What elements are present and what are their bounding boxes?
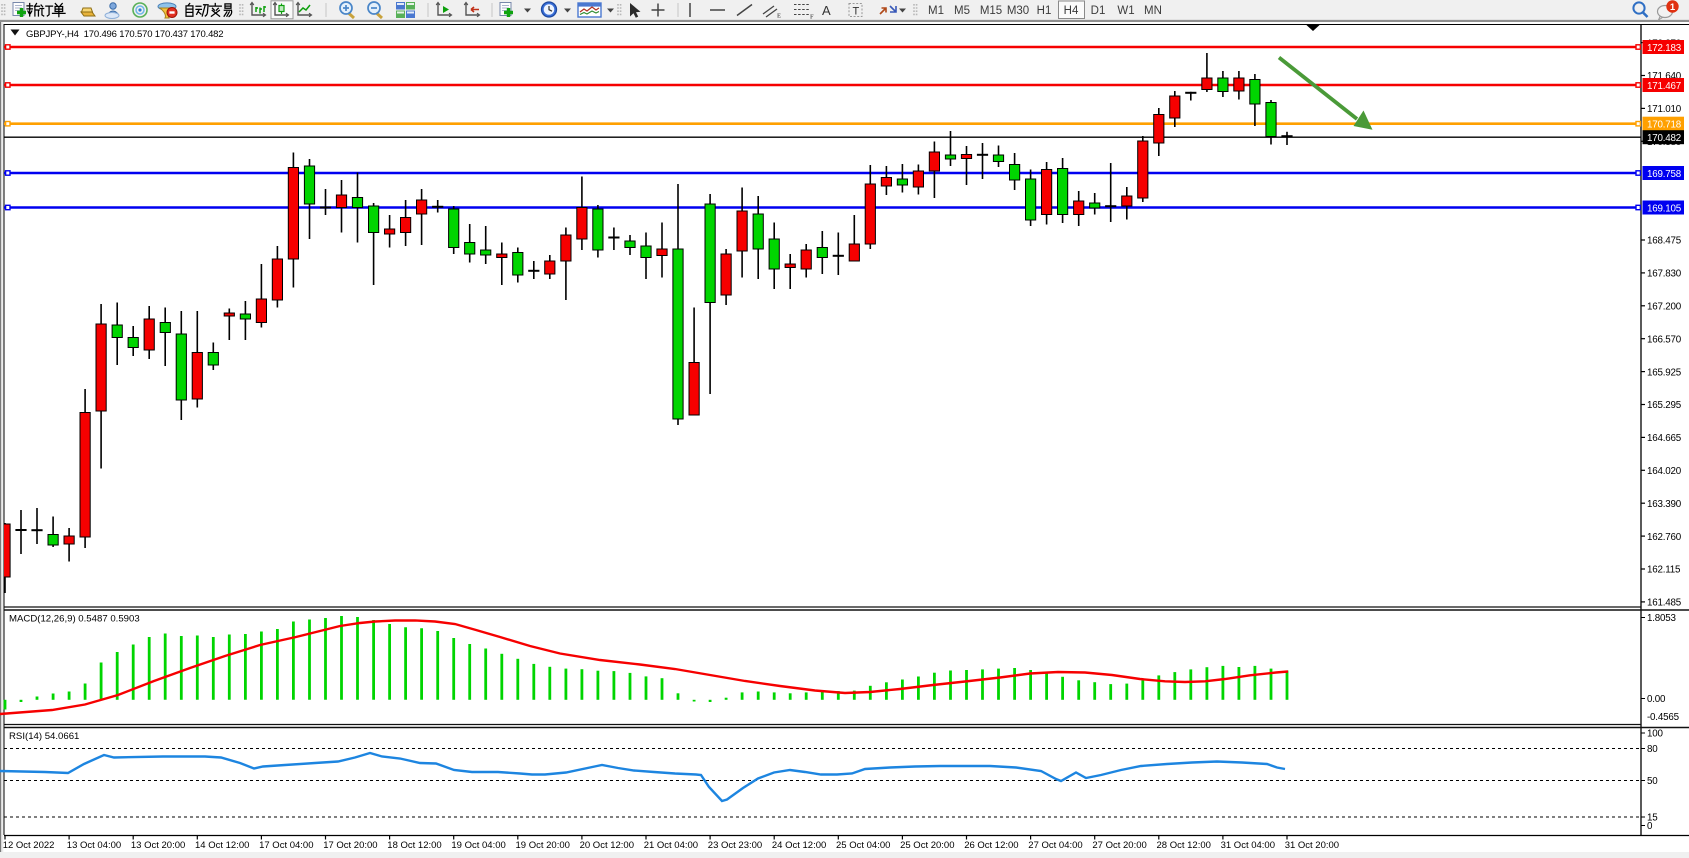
svg-text:21 Oct 04:00: 21 Oct 04:00 [644, 840, 698, 851]
svg-text:170.718: 170.718 [1647, 120, 1682, 131]
svg-text:0: 0 [1647, 821, 1653, 832]
svg-text:12 Oct 2022: 12 Oct 2022 [3, 840, 55, 851]
svg-text:163.390: 163.390 [1647, 499, 1682, 510]
svg-text:172.183: 172.183 [1647, 43, 1682, 54]
svg-text:162.115: 162.115 [1647, 565, 1681, 576]
svg-text:161.485: 161.485 [1647, 598, 1682, 609]
svg-text:23 Oct 23:00: 23 Oct 23:00 [708, 840, 762, 851]
svg-text:17 Oct 20:00: 17 Oct 20:00 [323, 840, 377, 851]
svg-text:24 Oct 12:00: 24 Oct 12:00 [772, 840, 826, 851]
svg-text:W1: W1 [1117, 5, 1134, 17]
svg-text:-0.4565: -0.4565 [1647, 712, 1680, 723]
svg-text:M5: M5 [954, 5, 970, 17]
svg-text:13 Oct 04:00: 13 Oct 04:00 [67, 840, 121, 851]
svg-text:50: 50 [1647, 776, 1658, 787]
svg-text:167.200: 167.200 [1647, 302, 1682, 313]
svg-text:19 Oct 20:00: 19 Oct 20:00 [516, 840, 570, 851]
svg-text:171.467: 171.467 [1647, 81, 1681, 92]
svg-text:17 Oct 04:00: 17 Oct 04:00 [259, 840, 313, 851]
svg-text:E: E [777, 13, 781, 20]
svg-text:162.760: 162.760 [1647, 532, 1682, 543]
svg-text:MN: MN [1144, 5, 1162, 17]
svg-text:F: F [810, 14, 814, 21]
svg-text:H1: H1 [1037, 5, 1052, 17]
svg-text:GBPJPY-,H4 170.496 170.570 17: GBPJPY-,H4 170.496 170.570 170.437 170.4… [26, 29, 223, 40]
svg-text:MACD(12,26,9) 0.5487 0.5903: MACD(12,26,9) 0.5487 0.5903 [9, 614, 140, 625]
svg-text:169.105: 169.105 [1647, 203, 1682, 214]
svg-text:25 Oct 04:00: 25 Oct 04:00 [836, 840, 890, 851]
svg-text:80: 80 [1647, 744, 1658, 755]
svg-text:166.570: 166.570 [1647, 334, 1682, 345]
svg-text:18 Oct 12:00: 18 Oct 12:00 [387, 840, 441, 851]
svg-text:M15: M15 [980, 5, 1002, 17]
svg-text:31 Oct 20:00: 31 Oct 20:00 [1285, 840, 1339, 851]
svg-text:165.295: 165.295 [1647, 400, 1682, 411]
svg-text:1.8053: 1.8053 [1647, 613, 1677, 624]
svg-text:13 Oct 20:00: 13 Oct 20:00 [131, 840, 185, 851]
svg-text:27 Oct 04:00: 27 Oct 04:00 [1028, 840, 1082, 851]
svg-text:165.925: 165.925 [1647, 367, 1682, 378]
svg-text:RSI(14) 54.0661: RSI(14) 54.0661 [9, 731, 79, 742]
svg-text:168.475: 168.475 [1647, 236, 1682, 247]
svg-text:27 Oct 20:00: 27 Oct 20:00 [1092, 840, 1146, 851]
svg-text:T: T [853, 6, 860, 18]
svg-text:169.758: 169.758 [1647, 169, 1682, 180]
svg-text:170.482: 170.482 [1647, 133, 1681, 144]
svg-text:164.020: 164.020 [1647, 466, 1682, 477]
svg-text:15: 15 [1647, 813, 1658, 824]
svg-text:A: A [822, 3, 831, 18]
svg-text:H4: H4 [1064, 5, 1079, 17]
svg-text:167.830: 167.830 [1647, 269, 1682, 280]
svg-text:164.665: 164.665 [1647, 433, 1682, 444]
svg-text:M30: M30 [1007, 5, 1029, 17]
svg-text:D1: D1 [1091, 5, 1106, 17]
svg-text:M1: M1 [928, 5, 944, 17]
svg-text:0.00: 0.00 [1647, 694, 1666, 705]
svg-text:19 Oct 04:00: 19 Oct 04:00 [451, 840, 505, 851]
svg-text:31 Oct 04:00: 31 Oct 04:00 [1221, 840, 1275, 851]
svg-text:100: 100 [1647, 729, 1663, 740]
svg-text:20 Oct 12:00: 20 Oct 12:00 [580, 840, 634, 851]
svg-text:171.640: 171.640 [1647, 71, 1682, 82]
svg-text:28 Oct 12:00: 28 Oct 12:00 [1157, 840, 1211, 851]
svg-text:14 Oct 12:00: 14 Oct 12:00 [195, 840, 249, 851]
svg-text:25 Oct 20:00: 25 Oct 20:00 [900, 840, 954, 851]
svg-text:171.010: 171.010 [1647, 104, 1682, 115]
svg-text:1: 1 [1670, 2, 1676, 13]
svg-text:26 Oct 12:00: 26 Oct 12:00 [964, 840, 1018, 851]
